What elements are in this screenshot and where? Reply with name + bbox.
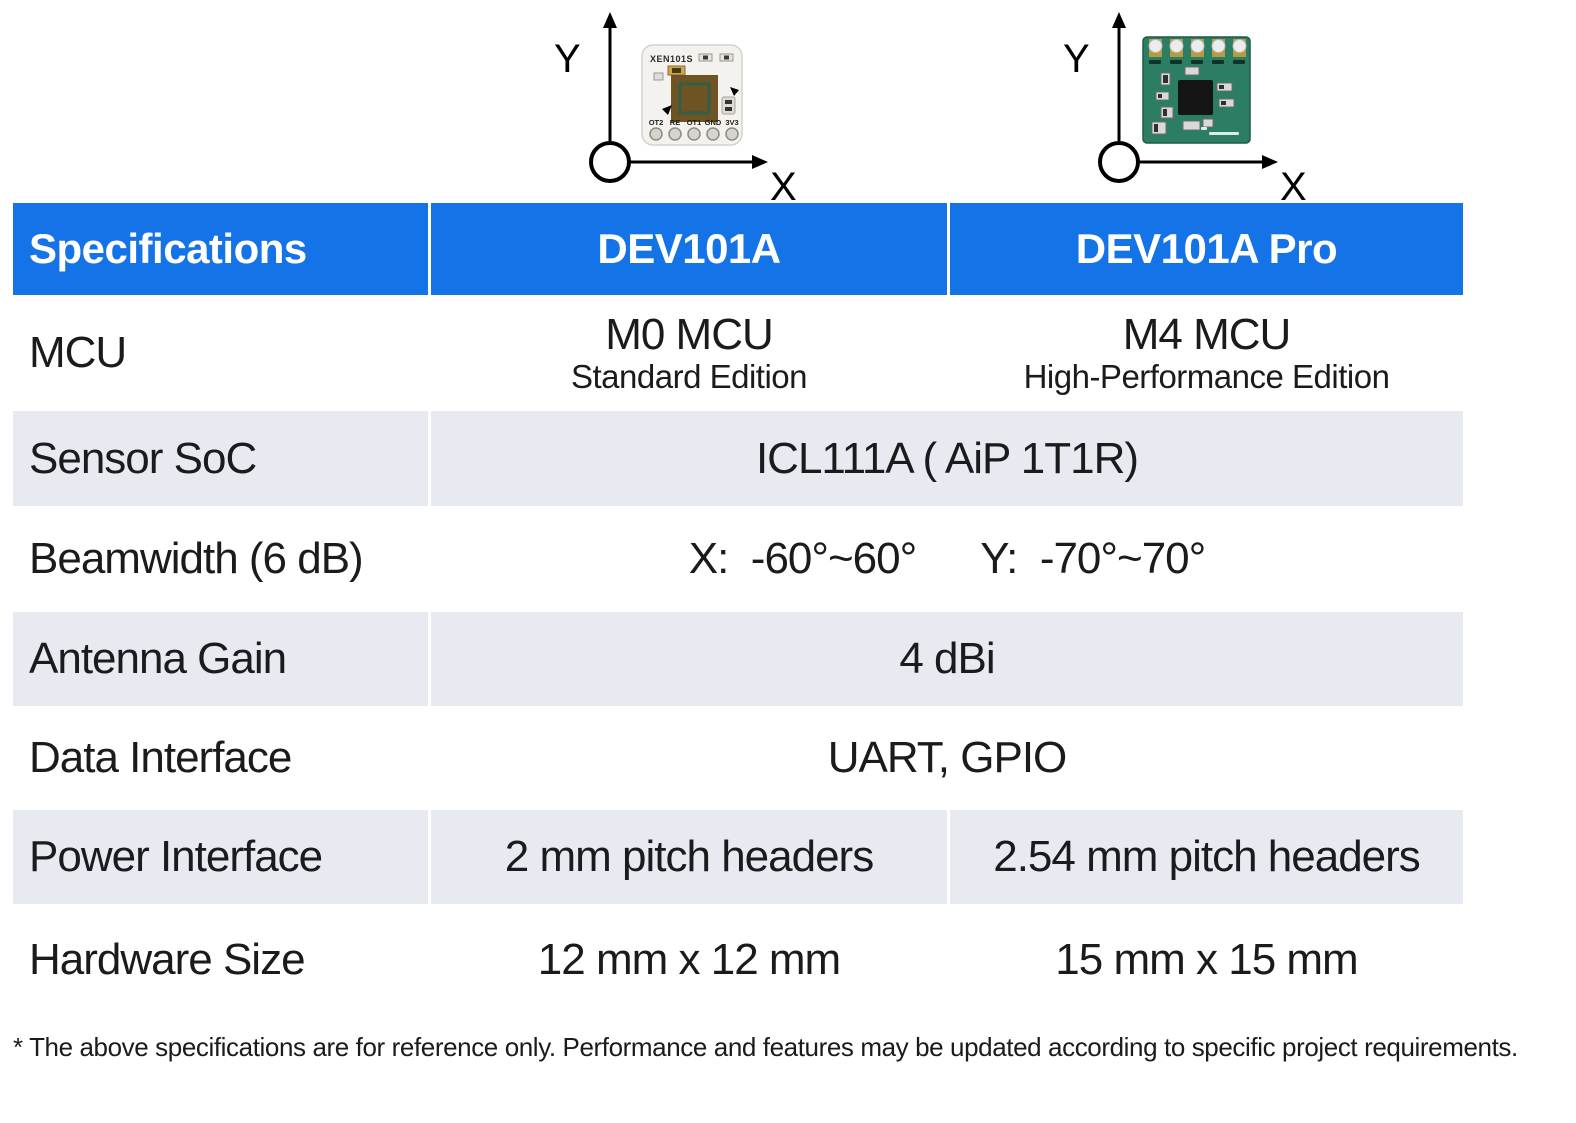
- row-label-data-interface: Data Interface: [29, 733, 292, 782]
- origin-circle: [589, 141, 631, 183]
- y-axis-label: Y: [554, 37, 581, 81]
- table-row-data-interface: Data Interface UART, GPIO: [13, 710, 1463, 806]
- board-silkscreen-label: XEN101S: [650, 54, 693, 64]
- row-label-hardware-size: Hardware Size: [29, 935, 306, 984]
- x-axis-arrow-icon: [1262, 155, 1278, 169]
- board-silkscreen-marks: [1201, 127, 1239, 135]
- origin-circle: [1098, 141, 1140, 183]
- figure-dev101a-pro-orientation: Y X: [1063, 12, 1307, 209]
- sensor-soc-value: ICL111A ( AiP 1T1R): [755, 433, 1139, 483]
- top-pin-pads: [1148, 39, 1247, 64]
- figure-dev101a-orientation: XEN101S OT2 RE OT1 GND 3V3: [554, 12, 797, 209]
- svg-text:3V3: 3V3: [725, 118, 738, 127]
- x-axis-label: X: [770, 165, 797, 209]
- dev101a-board-photo: XEN101S OT2 RE OT1 GND 3V3: [641, 44, 743, 146]
- row-label-mcu: MCU: [29, 328, 127, 377]
- hardware-size-dev101a: 12 mm x 12 mm: [537, 935, 841, 984]
- x-axis-label: X: [1280, 165, 1307, 209]
- table-row-beamwidth: Beamwidth (6 dB) X: -60°~60° Y: -70°~70°: [13, 510, 1463, 608]
- header-dev101a: DEV101A: [431, 203, 947, 295]
- table-row-power-interface: Power Interface 2 mm pitch headers 2.54 …: [13, 810, 1463, 904]
- table-row-antenna-gain: Antenna Gain 4 dBi: [13, 612, 1463, 706]
- svg-text:OT1: OT1: [687, 118, 702, 127]
- table-row-hardware-size: Hardware Size 12 mm x 12 mm 15 mm x 15 m…: [13, 908, 1463, 1012]
- dev101a-pro-board-photo: [1142, 36, 1251, 144]
- x-axis-arrow-icon: [752, 155, 768, 169]
- mcu-value-dev101a-pro: M4 MCU High-Performance Edition: [1023, 309, 1390, 396]
- y-axis-arrow-icon: [1112, 12, 1126, 28]
- pin-pads: [649, 127, 739, 141]
- antenna-gain-value: 4 dBi: [899, 634, 995, 683]
- table-row-mcu: MCU M0 MCU Standard Edition M4 MCU High-…: [13, 299, 1463, 407]
- pin-labels: OT2 RE OT1 GND 3V3: [649, 118, 739, 127]
- hardware-size-dev101a-pro: 15 mm x 15 mm: [1055, 935, 1358, 984]
- header-specifications: Specifications: [13, 203, 428, 295]
- specifications-table: Specifications DEV101A DEV101A Pro MCU M…: [13, 203, 1463, 1016]
- aip-antenna-chip: [671, 75, 718, 122]
- footnote-disclaimer: * The above specifications are for refer…: [13, 1032, 1518, 1062]
- row-label-power-interface: Power Interface: [29, 832, 323, 881]
- header-dev101a-pro: DEV101A Pro: [950, 203, 1463, 295]
- table-row-sensor-soc: Sensor SoC ICL111A ( AiP 1T1R): [13, 411, 1463, 506]
- row-label-antenna-gain: Antenna Gain: [29, 634, 287, 683]
- beamwidth-values: X: -60°~60° Y: -70°~70°: [688, 534, 1206, 584]
- power-interface-dev101a: 2 mm pitch headers: [504, 832, 874, 881]
- row-label-beamwidth: Beamwidth (6 dB): [29, 534, 364, 583]
- data-interface-value: UART, GPIO: [827, 733, 1068, 782]
- row-label-sensor-soc: Sensor SoC: [29, 433, 257, 483]
- power-interface-dev101a-pro: 2.54 mm pitch headers: [993, 832, 1421, 881]
- table-header-row: Specifications DEV101A DEV101A Pro: [13, 203, 1463, 295]
- svg-text:GND: GND: [705, 118, 722, 127]
- y-axis-label: Y: [1063, 37, 1090, 81]
- y-axis-arrow-icon: [603, 12, 617, 28]
- beamwidth-y-value: Y: -70°~70°: [980, 534, 1206, 583]
- svg-text:OT2: OT2: [649, 118, 664, 127]
- svg-text:RE: RE: [670, 118, 680, 127]
- mcu-chip: [1178, 80, 1213, 115]
- beamwidth-x-value: X: -60°~60°: [688, 534, 917, 583]
- mcu-value-dev101a: M0 MCU Standard Edition: [570, 309, 808, 396]
